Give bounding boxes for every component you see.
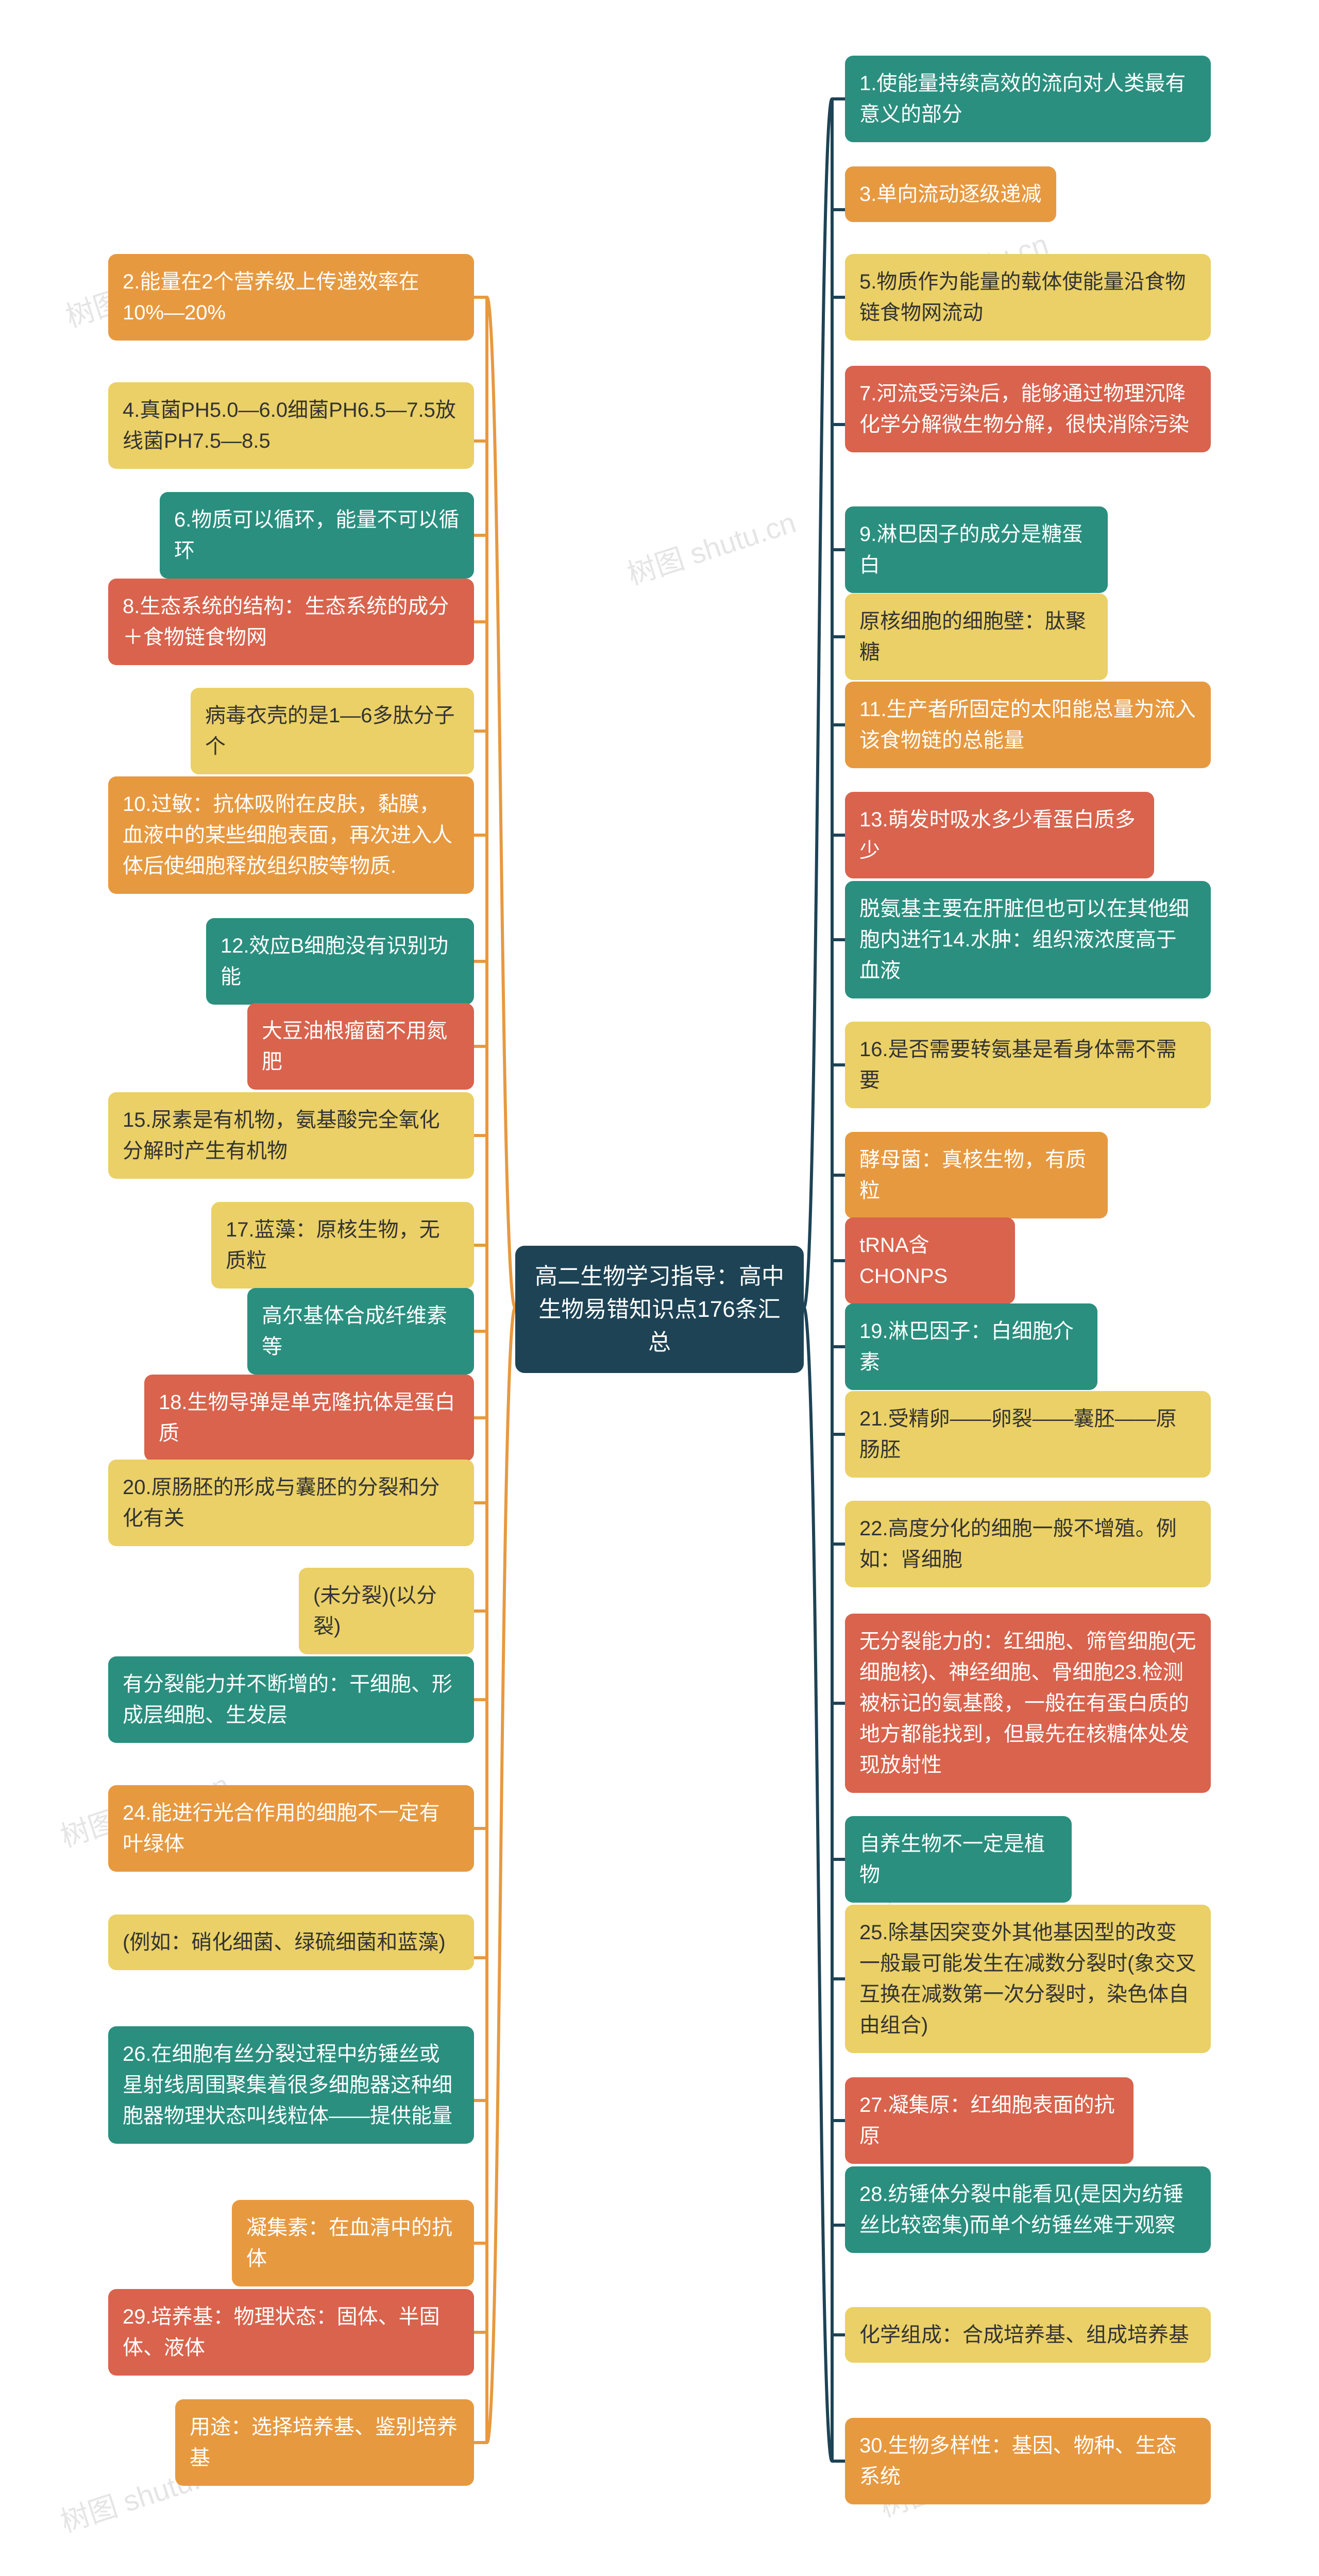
right-node: 自养生物不一定是植物 [845,1816,1072,1903]
left-node: 8.生态系统的结构：生态系统的成分＋食物链食物网 [108,579,474,665]
right-node: 13.萌发时吸水多少看蛋白质多少 [845,792,1154,878]
right-node: 19.淋巴因子：白细胞介素 [845,1303,1097,1390]
left-node: 20.原肠胚的形成与囊胚的分裂和分化有关 [108,1460,474,1546]
left-node: (例如：硝化细菌、绿硫细菌和蓝藻) [108,1914,474,1970]
right-node: 原核细胞的细胞壁：肽聚糖 [845,594,1108,680]
left-node: 大豆油根瘤菌不用氮肥 [247,1003,474,1090]
right-node: 30.生物多样性：基因、物种、生态系统 [845,2418,1211,2504]
left-node: 29.培养基：物理状态：固体、半固体、液体 [108,2289,474,2376]
left-node: 2.能量在2个营养级上传递效率在10%—20% [108,254,474,341]
right-node: 16.是否需要转氨基是看身体需不需要 [845,1022,1211,1108]
right-node: tRNA含CHONPS [845,1217,1015,1304]
left-node: 12.效应B细胞没有识别功能 [206,918,474,1005]
left-node: 26.在细胞有丝分裂过程中纺锤丝或星射线周围聚集着很多细胞器这种细胞器物理状态叫… [108,2026,474,2144]
right-node: 酵母菌：真核生物，有质粒 [845,1132,1108,1218]
right-node: 9.淋巴因子的成分是糖蛋白 [845,506,1108,593]
right-node: 脱氨基主要在肝脏但也可以在其他细胞内进行14.水肿：组织液浓度高于血液 [845,881,1211,998]
left-node: 病毒衣壳的是1—6多肽分子个 [191,688,474,774]
right-node: 21.受精卵——卵裂——囊胚——原肠胚 [845,1391,1211,1478]
right-node: 1.使能量持续高效的流向对人类最有意义的部分 [845,56,1211,142]
right-node: 27.凝集原：红细胞表面的抗原 [845,2077,1134,2164]
left-node: 10.过敏：抗体吸附在皮肤，黏膜，血液中的某些细胞表面，再次进入人体后使细胞释放… [108,776,474,894]
left-node: 凝集素：在血清中的抗体 [232,2200,474,2286]
right-node: 22.高度分化的细胞一般不增殖。例如：肾细胞 [845,1501,1211,1587]
right-node: 25.除基因突变外其他基因型的改变一般最可能发生在减数分裂时(象交叉互换在减数第… [845,1905,1211,2053]
left-node: 15.尿素是有机物，氨基酸完全氧化分解时产生有机物 [108,1092,474,1179]
right-node: 3.单向流动逐级递减 [845,166,1056,222]
watermark: 树图 shutu.cn [621,500,801,594]
left-node: 4.真菌PH5.0—6.0细菌PH6.5—7.5放线菌PH7.5—8.5 [108,382,474,469]
left-node: 6.物质可以循环，能量不可以循环 [160,492,474,579]
left-node: 17.蓝藻：原核生物，无质粒 [211,1202,474,1289]
right-node: 无分裂能力的：红细胞、筛管细胞(无细胞核)、神经细胞、骨细胞23.检测被标记的氨… [845,1614,1211,1793]
left-node: 高尔基体合成纤维素等 [247,1288,474,1375]
right-node: 化学组成：合成培养基、组成培养基 [845,2307,1211,2363]
left-node: 18.生物导弹是单克隆抗体是蛋白质 [144,1375,474,1461]
center-node: 高二生物学习指导：高中生物易错知识点176条汇总 [515,1246,804,1373]
right-node: 11.生产者所固定的太阳能总量为流入该食物链的总能量 [845,682,1211,768]
left-node: 用途：选择培养基、鉴别培养基 [175,2399,474,2486]
left-node: 24.能进行光合作用的细胞不一定有叶绿体 [108,1785,474,1872]
right-node: 7.河流受污染后，能够通过物理沉降化学分解微生物分解，很快消除污染 [845,366,1211,452]
right-node: 5.物质作为能量的载体使能量沿食物链食物网流动 [845,254,1211,341]
right-node: 28.纺锤体分裂中能看见(是因为纺锤丝比较密集)而单个纺锤丝难于观察 [845,2166,1211,2253]
left-node: (未分裂)(以分裂) [299,1568,474,1654]
left-node: 有分裂能力并不断增的：干细胞、形成层细胞、生发层 [108,1656,474,1743]
